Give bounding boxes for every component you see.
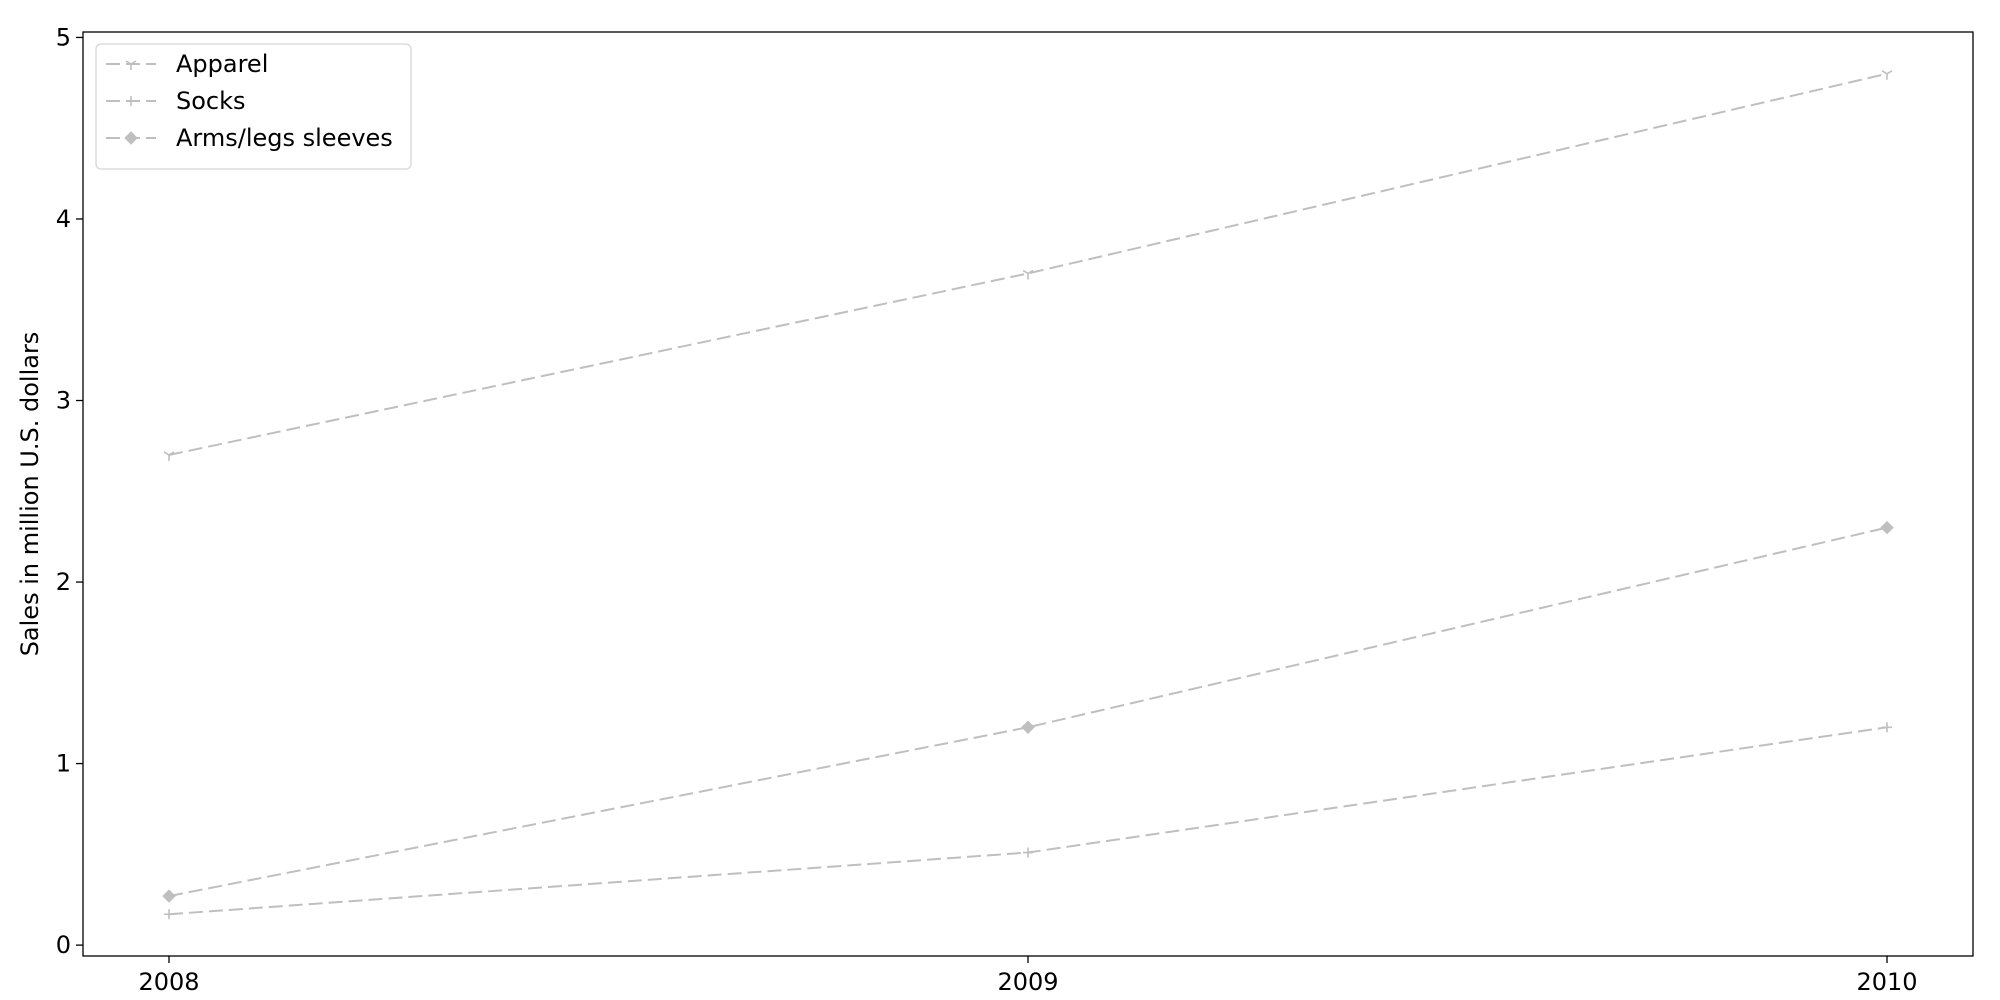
legend-label: Socks [176,87,246,115]
y-axis-label: Sales in million U.S. dollars [16,332,44,657]
data-point-apparel [1022,269,1034,280]
series-socks [164,722,1892,920]
x-tick-label: 2010 [1856,968,1917,996]
series-line-apparel [168,72,1888,456]
series-line-arms-legs-sleeves [168,526,1888,898]
series-apparel [163,70,1893,461]
plot-area [82,31,1974,957]
y-tick-label: 1 [56,750,71,778]
legend-item-socks: Socks [106,87,246,115]
x-tick-label: 2008 [138,968,199,996]
legend-item-arms-legs-sleeves: Arms/legs sleeves [106,124,393,152]
data-point-socks [164,909,174,920]
y-tick-label: 2 [56,568,71,596]
data-point-arms-legs-sleeves [162,889,176,903]
legend-label: Apparel [176,50,268,78]
data-point-apparel [1881,70,1893,80]
y-axis: 0 1 2 3 4 5 [56,23,83,959]
data-point-apparel [163,451,175,461]
x-axis: 2008 2009 2010 [138,956,1918,996]
legend-marker [124,131,138,145]
x-tick-label: 2009 [997,968,1058,996]
data-point-arms-legs-sleeves [1021,720,1035,734]
data-point-arms-legs-sleeves [1880,520,1894,535]
y-tick-label: 3 [56,387,71,415]
legend-marker [125,60,137,70]
series-arms-legs-sleeves [162,520,1894,903]
data-point-socks [1023,847,1033,858]
legend-box [95,43,412,170]
series-layer [162,70,1894,920]
legend-item-apparel: Apparel [106,50,268,78]
y-tick-label: 5 [56,23,71,51]
data-point-socks [1882,722,1892,733]
legend-label: Arms/legs sleeves [176,124,393,152]
y-tick-label: 0 [56,931,71,959]
legend-marker [126,96,136,106]
legend: Apparel Socks Arms/legs sleeves [95,43,412,170]
y-tick-label: 4 [56,205,71,233]
